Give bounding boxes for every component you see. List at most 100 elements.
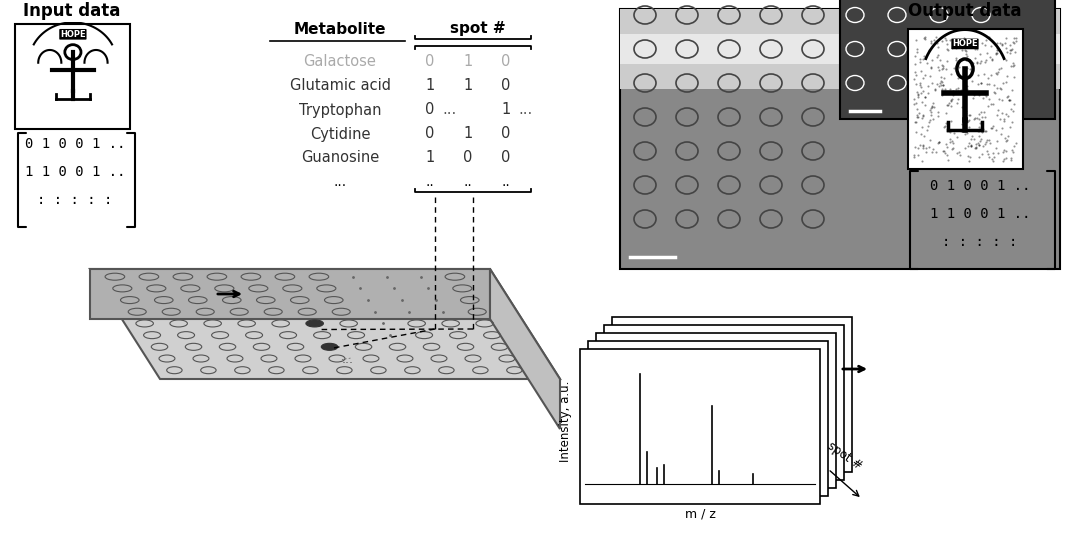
Text: Tryptophan: Tryptophan [299,102,381,117]
Text: Guanosine: Guanosine [301,150,379,165]
Text: HOPE: HOPE [953,40,977,49]
Point [917,92,934,101]
Point [946,129,963,138]
Point [934,61,951,70]
Point [988,49,1005,58]
Point [921,105,939,114]
Point [966,134,983,143]
Point [967,54,984,63]
Ellipse shape [306,320,323,327]
Point [1007,37,1024,46]
Point [924,36,942,45]
Point [988,39,1005,48]
Point [913,83,930,92]
Point [948,132,966,141]
Point [973,39,990,48]
Point [993,84,1010,93]
Point [999,92,1016,101]
Point [922,64,940,73]
Point [959,142,976,151]
Point [1003,86,1021,94]
Point [941,98,958,107]
Point [998,147,1015,156]
Point [942,101,959,110]
Point [980,102,997,111]
Point [939,101,956,110]
Point [990,94,1008,103]
Point [993,129,1010,138]
Point [1003,117,1021,126]
Point [936,121,954,130]
Point [933,61,950,70]
Point [962,142,980,151]
Point [906,118,923,127]
Point [918,144,935,153]
Point [907,98,924,107]
Point [972,108,989,117]
Bar [620,9,1059,89]
Point [909,151,927,160]
Point [970,79,987,88]
Point [1003,44,1021,53]
Point [943,97,960,106]
Point [994,40,1011,49]
Point [998,77,1015,86]
Point [931,78,948,87]
Point [1001,46,1018,55]
Point [930,139,947,148]
Point [928,32,945,41]
Point [995,157,1012,165]
Point [908,88,926,97]
Point [929,63,946,72]
Point [957,55,974,64]
Point [949,94,967,103]
Point [963,131,981,140]
Point [914,74,931,83]
Point [905,94,922,103]
Text: 0: 0 [501,54,511,69]
Point [908,113,926,122]
Point [912,58,929,67]
Bar [620,34,1059,64]
Point [975,69,993,78]
Point [954,46,971,55]
Point [912,140,929,149]
Point [991,84,1009,93]
Text: 1: 1 [463,78,473,93]
Point [955,87,972,96]
Point [909,143,927,152]
Point [922,107,940,116]
Point [942,135,959,144]
Point [931,56,948,65]
Point [942,127,959,136]
Point [961,123,978,132]
Text: ...: ... [341,353,353,366]
Point [945,139,962,148]
Point [1001,48,1018,57]
Point [1005,39,1023,48]
Point [907,117,924,126]
Point [1002,45,1020,54]
Point [940,155,957,164]
Point [928,80,945,89]
Text: ..: .. [463,175,472,189]
Point [988,49,1005,58]
Point [966,114,983,123]
Point [921,116,939,125]
Point [905,153,922,162]
Text: HOPE: HOPE [60,30,85,39]
Point [995,155,1012,164]
Point [998,110,1015,119]
Bar [840,0,1055,119]
Point [914,114,931,123]
Point [973,127,990,136]
Point [930,107,947,116]
Text: 1 1 0 0 1 ..: 1 1 0 0 1 .. [930,207,1030,221]
Text: 1: 1 [426,78,434,93]
Point [917,101,934,110]
Point [930,138,947,146]
Point [958,106,975,115]
Point [963,77,981,86]
Point [906,143,923,152]
Point [983,54,1000,63]
